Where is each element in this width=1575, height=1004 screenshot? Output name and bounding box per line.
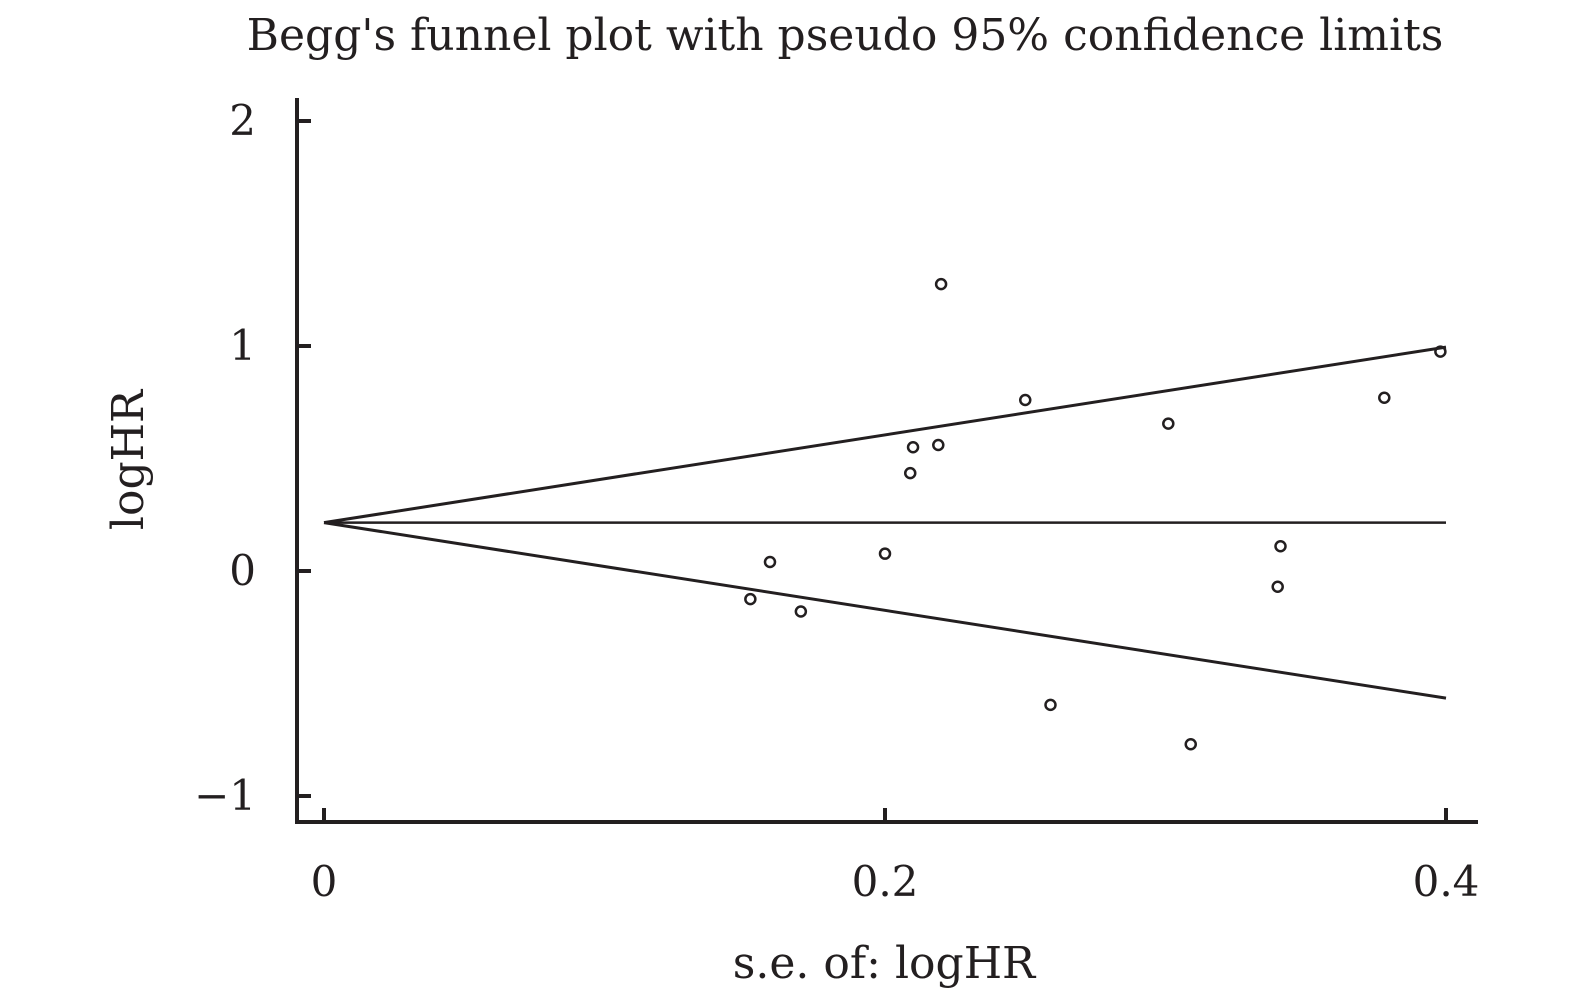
chart-title: Begg's funnel plot with pseudo 95% confi…: [247, 10, 1444, 61]
study-point: [1162, 417, 1175, 430]
study-point: [744, 592, 757, 606]
upper-confidence-limit-line: [323, 345, 1447, 525]
y-ticks: −1 0 1 2: [194, 96, 311, 820]
study-point: [1044, 698, 1057, 712]
y-tick-label: 2: [229, 96, 256, 145]
y-tick-label: 1: [229, 321, 256, 370]
study-point: [934, 277, 948, 291]
study-point: [1019, 393, 1032, 407]
study-point: [1378, 391, 1391, 404]
x-tick-label: 0.2: [852, 857, 919, 906]
study-point: [1184, 738, 1197, 751]
study-point: [932, 438, 945, 452]
x-tick-label: 0.4: [1413, 857, 1480, 906]
study-points: [744, 277, 1447, 751]
y-tick-label: 0: [229, 546, 256, 595]
study-point: [1274, 540, 1287, 553]
funnel-lines: [323, 345, 1447, 700]
x-ticks: 0 0.2 0.4: [311, 808, 1480, 906]
lower-confidence-limit-line: [323, 521, 1447, 700]
study-point: [906, 441, 920, 454]
y-tick-label: −1: [194, 771, 256, 820]
study-point: [1271, 580, 1284, 593]
study-point: [794, 605, 808, 618]
study-point: [903, 466, 917, 480]
study-point: [1434, 345, 1447, 358]
x-axis-label: s.e. of: logHR: [733, 938, 1037, 989]
study-point: [763, 555, 777, 569]
y-axis-label: logHR: [103, 388, 154, 530]
x-tick-label: 0: [311, 857, 338, 906]
study-point: [878, 547, 892, 560]
